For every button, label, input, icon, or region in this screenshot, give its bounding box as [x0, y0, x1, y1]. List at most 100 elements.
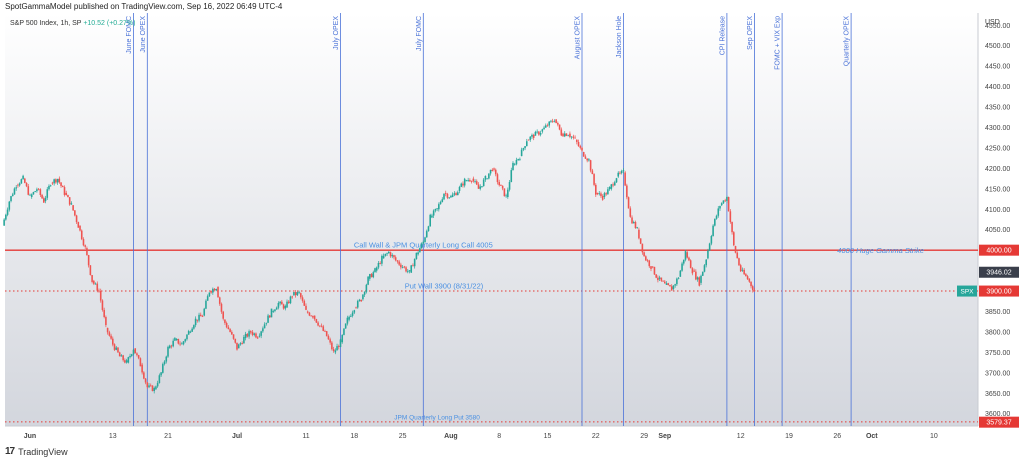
x-tick-label: 8	[497, 433, 501, 440]
candle-body	[743, 269, 745, 275]
candle-body	[510, 170, 513, 183]
candle-body	[567, 135, 569, 137]
candle-body	[296, 292, 299, 296]
candle-body	[505, 195, 507, 197]
candle-body	[450, 196, 452, 198]
candle-body	[643, 252, 645, 257]
candle-body	[400, 264, 402, 268]
candle-body	[603, 193, 606, 198]
y-tick-label: 3750.00	[985, 350, 1010, 357]
candle-body	[562, 133, 564, 137]
candle-body	[517, 158, 519, 160]
candle-body	[669, 285, 671, 287]
price-badge	[979, 244, 1019, 256]
currency-label: USD	[985, 19, 1000, 26]
candle-body	[715, 215, 718, 219]
candle-body	[508, 182, 511, 190]
candle-body	[574, 137, 576, 139]
candle-body	[396, 260, 399, 262]
candle-body	[184, 339, 187, 342]
tradingview-brand[interactable]: 17 TradingView	[5, 446, 68, 457]
candle-body	[627, 197, 630, 209]
candle-body	[94, 283, 97, 285]
candle-body	[355, 307, 357, 309]
candle-body	[58, 178, 61, 183]
event-label: Quarterly OPEX	[844, 16, 851, 67]
candle-body	[263, 324, 266, 329]
candle-body	[260, 331, 262, 336]
symbol-legend[interactable]: S&P 500 Index, 1h, SP +10.52 (+0.27%)	[10, 20, 135, 27]
candle-body	[436, 208, 438, 210]
candle-body	[39, 189, 42, 195]
level-label: JPM Quarterly Long Put 3580	[394, 414, 480, 421]
candle-body	[168, 345, 171, 349]
candle-body	[293, 292, 295, 296]
candle-body	[570, 136, 573, 138]
candle-body	[372, 272, 375, 278]
price-chart[interactable]: USD 3600.00 3650.00 3700.00 3750.00 3800.00 38…	[0, 0, 1024, 440]
candle-body	[43, 198, 45, 203]
candle-body	[457, 192, 459, 196]
event-label: July OPEX	[333, 16, 340, 50]
candle-body	[557, 122, 559, 125]
symbol-name: S&P 500 Index, 1h, SP	[10, 20, 82, 27]
candle-body	[462, 183, 464, 186]
candle-body	[493, 168, 495, 170]
candle-body	[136, 353, 138, 356]
candle-body	[231, 331, 233, 335]
candle-body	[313, 315, 316, 320]
candle-body	[60, 182, 62, 186]
candle-body	[363, 291, 366, 295]
candle-body	[360, 299, 362, 302]
candle-body	[32, 192, 35, 195]
candle-body	[650, 266, 652, 269]
candle-body	[529, 136, 532, 140]
candle-body	[662, 280, 664, 282]
candle-body	[206, 296, 209, 301]
candle-body	[331, 342, 333, 350]
candle-body	[724, 200, 726, 202]
candle-body	[208, 292, 211, 297]
candle-body	[401, 267, 404, 268]
candle-body	[274, 309, 276, 312]
candle-body	[87, 255, 90, 266]
candle-body	[612, 184, 614, 186]
candle-body	[327, 336, 330, 340]
candle-body	[453, 193, 456, 195]
x-tick-label: 12	[737, 433, 745, 440]
candle-body	[548, 121, 551, 126]
candle-body	[613, 182, 616, 186]
y-tick-label: 4300.00	[985, 125, 1010, 132]
candle-body	[306, 311, 309, 313]
candle-body	[419, 248, 421, 253]
candle-body	[79, 225, 81, 231]
candle-body	[151, 385, 154, 392]
candle-body	[294, 292, 297, 296]
candle-body	[155, 386, 157, 390]
candle-body	[406, 271, 409, 273]
candle-body	[714, 218, 716, 226]
candle-body	[334, 350, 337, 353]
candle-body	[239, 343, 242, 345]
candle-body	[605, 193, 607, 195]
candle-body	[489, 169, 492, 174]
candle-body	[588, 159, 590, 161]
candle-body	[201, 316, 204, 318]
candle-body	[657, 277, 659, 281]
candle-body	[130, 354, 133, 356]
y-tick-label: 4150.00	[985, 186, 1010, 193]
candle-body	[576, 139, 578, 142]
candle-body	[501, 185, 504, 189]
candle-body	[160, 372, 162, 376]
candle-body	[267, 315, 269, 323]
candle-body	[324, 330, 326, 332]
candle-body	[681, 263, 683, 271]
candle-body	[494, 169, 497, 175]
candle-body	[375, 267, 378, 271]
tradingview-logo-icon: 17	[5, 446, 15, 457]
candle-body	[660, 277, 663, 281]
candle-body	[600, 193, 602, 197]
candle-body	[53, 179, 55, 184]
candle-body	[218, 297, 221, 304]
candle-body	[739, 265, 742, 272]
